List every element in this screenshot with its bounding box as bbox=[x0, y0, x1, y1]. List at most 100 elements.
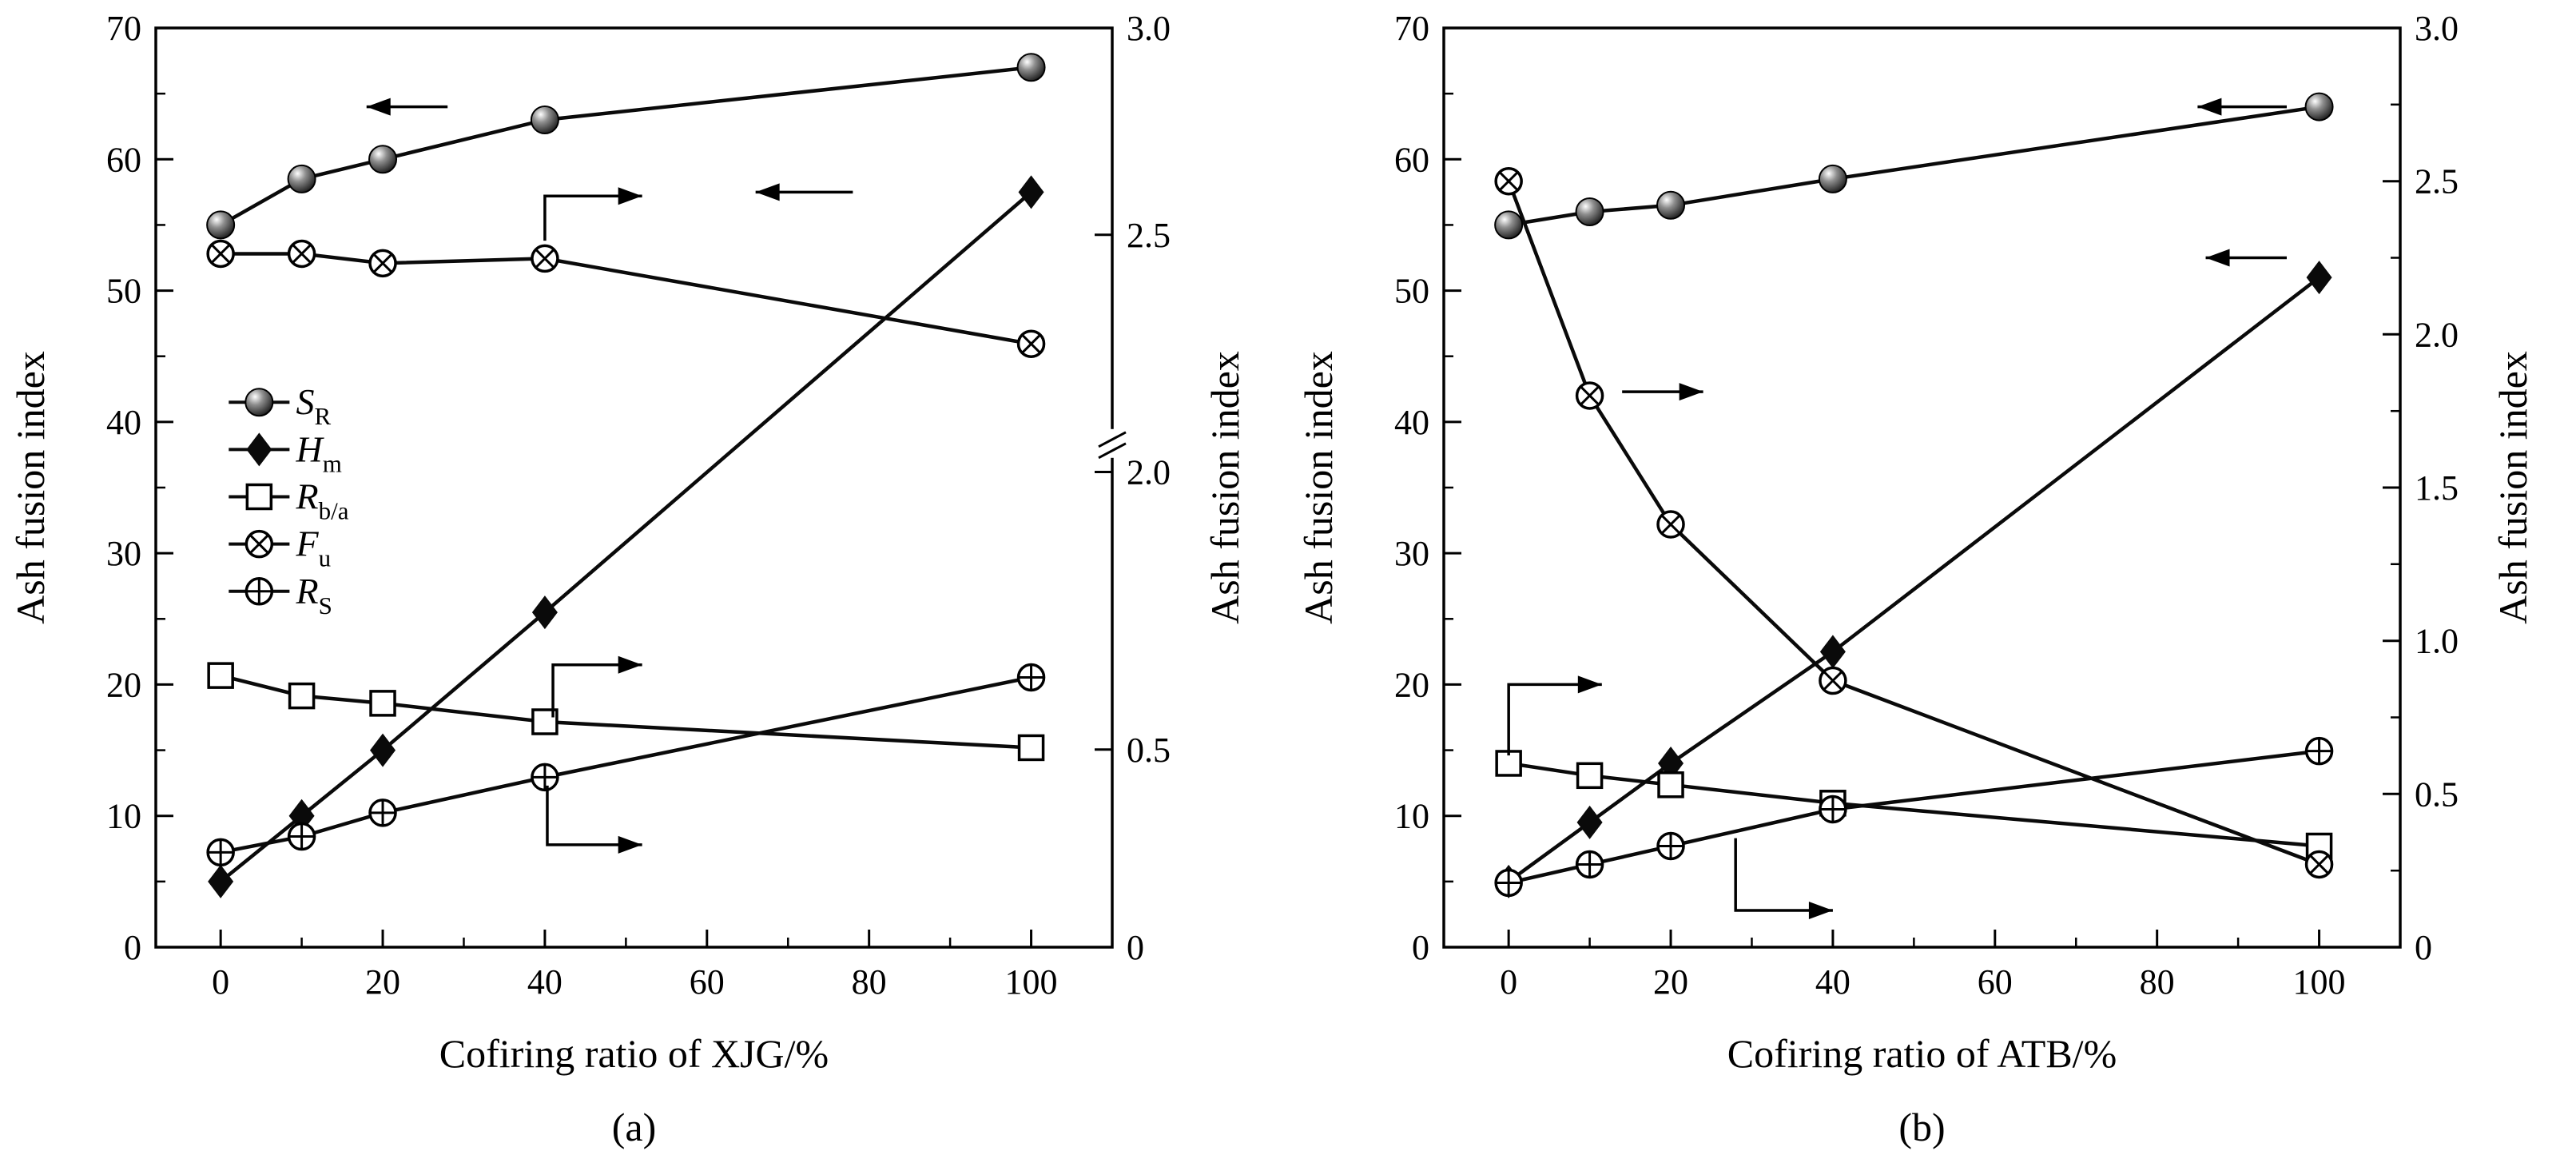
y-left-tick-label: 0 bbox=[124, 928, 141, 967]
legend-item-R_b/a: Rb/a bbox=[229, 476, 349, 525]
y-left-tick-label: 30 bbox=[1394, 534, 1429, 573]
sphere-marker bbox=[206, 210, 236, 240]
circle-x-marker bbox=[287, 239, 316, 269]
arrow-head-H_m bbox=[2205, 249, 2230, 267]
legend-label-S_R: SR bbox=[296, 381, 331, 430]
y-right-tick-label: 2.0 bbox=[1127, 452, 1171, 492]
series-line-R_b/a bbox=[220, 673, 1032, 750]
circle-plus-marker bbox=[2304, 736, 2334, 766]
y-right-tick-label: 2.5 bbox=[2415, 162, 2459, 201]
series-markers-R_b/a bbox=[207, 662, 1045, 762]
y-left-axis-title: Ash fusion index bbox=[8, 351, 53, 624]
circle-x-marker bbox=[244, 529, 274, 559]
y-left-tick-label: 60 bbox=[1394, 140, 1429, 179]
arrow-head-F_u bbox=[1679, 383, 1703, 401]
series-markers-R_S bbox=[206, 663, 1046, 867]
arrow-line-R_S bbox=[1734, 838, 1833, 912]
x-axis-title: Cofiring ratio of ATB/% bbox=[1727, 1031, 2117, 1076]
x-tick-label: 0 bbox=[212, 962, 229, 1002]
y-left-tick-label: 20 bbox=[1394, 665, 1429, 704]
series-line-R_b/a bbox=[1508, 761, 2320, 848]
sphere-marker bbox=[1575, 197, 1604, 226]
circle-x-marker bbox=[1656, 510, 1685, 539]
circle-plus-marker bbox=[244, 577, 274, 606]
circle-x-marker bbox=[1819, 666, 1847, 695]
axis-arrows bbox=[1507, 98, 2287, 919]
y-left-tick-label: 20 bbox=[106, 665, 141, 704]
chart-panel-b: 0 10 20 30 40 50 60 70 0 20 40 60 80 100 3.0 2.5 2.0 1.5 1… bbox=[1296, 9, 2535, 1149]
y-left-tick-label: 30 bbox=[106, 534, 141, 573]
x-tick-label: 40 bbox=[527, 962, 563, 1002]
circle-x-marker bbox=[1575, 381, 1604, 410]
diamond-marker bbox=[370, 733, 396, 767]
open-square-marker bbox=[207, 662, 234, 689]
diamond-marker bbox=[531, 595, 558, 630]
circle-plus-marker bbox=[287, 822, 316, 851]
series-markers-S_R bbox=[1494, 92, 2334, 240]
diamond-marker bbox=[208, 864, 234, 898]
series-markers-R_b/a bbox=[1495, 750, 2333, 860]
circle-plus-marker bbox=[206, 838, 235, 867]
legend-item-S_R: SR bbox=[229, 381, 331, 430]
open-square-marker bbox=[1657, 771, 1684, 799]
circle-plus-marker bbox=[1016, 663, 1046, 692]
diamond-marker bbox=[2306, 261, 2332, 295]
y-right-tick-label: 0 bbox=[1127, 928, 1144, 967]
y-left-tick-label: 50 bbox=[106, 272, 141, 311]
y-left-tick-label: 0 bbox=[1412, 928, 1429, 967]
legend-label-F_u: Fu bbox=[295, 524, 331, 572]
legend-item-H_m: Hm bbox=[229, 428, 342, 477]
sphere-marker bbox=[1494, 210, 1524, 240]
axis-arrows bbox=[366, 98, 853, 854]
arrow-head-R_b/a bbox=[618, 655, 642, 674]
series-markers-S_R bbox=[206, 53, 1046, 240]
arrow-head-R_b/a bbox=[1577, 675, 1602, 694]
right-axis-break bbox=[1098, 428, 1127, 460]
y-left-tick-label: 40 bbox=[1394, 403, 1429, 442]
y-right-tick-label: 1.0 bbox=[2415, 622, 2459, 661]
x-tick-label: 100 bbox=[2293, 962, 2346, 1002]
series-markers-F_u bbox=[1494, 166, 2334, 879]
sphere-marker bbox=[1656, 190, 1686, 220]
diamond-marker bbox=[1018, 175, 1044, 209]
axis-tick-labels: 0 10 20 30 40 50 60 70 0 20 40 60 80 100 3.0 2.5 2.0 1.5 1… bbox=[1394, 9, 2459, 1002]
series-line-H_m bbox=[1507, 276, 2320, 883]
axis-ticks bbox=[1444, 26, 2400, 949]
y-left-tick-label: 70 bbox=[1394, 9, 1429, 48]
series-markers-F_u bbox=[206, 239, 1046, 358]
y-left-tick-label: 40 bbox=[106, 403, 141, 442]
x-tick-label: 100 bbox=[1005, 962, 1058, 1002]
y-left-tick-label: 10 bbox=[1394, 797, 1429, 836]
legend-label-H_m: Hm bbox=[295, 428, 341, 477]
x-tick-label: 60 bbox=[690, 962, 725, 1002]
arrow-head-S_R bbox=[2197, 98, 2222, 116]
y-right-tick-label: 0.5 bbox=[2415, 775, 2459, 814]
arrow-line-R_b/a bbox=[551, 663, 642, 718]
circle-x-marker bbox=[368, 249, 397, 278]
y-right-axis-title: Ash fusion index bbox=[1203, 351, 1247, 624]
series-markers-H_m bbox=[1496, 261, 2332, 898]
circle-x-marker bbox=[206, 239, 235, 269]
y-right-tick-label: 3.0 bbox=[2415, 9, 2459, 48]
circle-plus-marker bbox=[1575, 850, 1604, 879]
y-right-tick-label: 3.0 bbox=[1127, 9, 1171, 48]
axis-tick-labels: 0 10 20 30 40 50 60 70 0 20 40 60 80 100 3.0 2.5 2.0 0.5 0 bbox=[106, 9, 1171, 1002]
x-tick-label: 40 bbox=[1815, 962, 1851, 1002]
sphere-marker bbox=[368, 145, 398, 174]
circle-plus-marker bbox=[368, 799, 397, 827]
legend-item-F_u: Fu bbox=[229, 524, 331, 572]
x-tick-label: 20 bbox=[365, 962, 400, 1002]
series-line-H_m bbox=[219, 190, 1033, 883]
open-square-marker bbox=[1576, 762, 1604, 790]
y-left-tick-label: 60 bbox=[106, 140, 141, 179]
circle-plus-marker bbox=[1819, 795, 1847, 824]
series-line-R_S bbox=[220, 675, 1032, 854]
y-right-tick-label: 0.5 bbox=[1127, 731, 1171, 770]
diamond-marker bbox=[246, 432, 272, 467]
x-tick-label: 0 bbox=[1500, 962, 1517, 1002]
panel-label: (b) bbox=[1898, 1105, 1945, 1149]
axis-ticks bbox=[156, 26, 1112, 949]
